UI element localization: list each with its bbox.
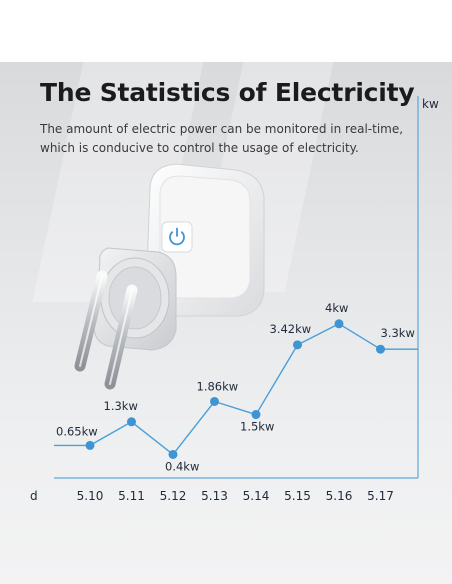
page-title: The Statistics of Electricity	[40, 78, 415, 107]
data-label-5-12: 0.4kw	[165, 459, 199, 473]
data-point-5-14	[251, 410, 261, 420]
y-axis-unit: kw	[422, 97, 439, 111]
x-tick-label-5-15: 5.15	[284, 489, 311, 503]
data-label-5-16: 4kw	[325, 301, 348, 315]
data-label-5-15: 3.42kw	[270, 322, 312, 336]
x-tick-label-5-13: 5.13	[201, 489, 228, 503]
data-point-5-16	[334, 319, 344, 329]
x-tick-label-5-17: 5.17	[367, 489, 394, 503]
power-icon	[169, 227, 185, 246]
data-point-5-13	[210, 396, 219, 406]
x-tick-label-5-12: 5.12	[160, 489, 187, 503]
data-point-5-12	[168, 449, 178, 459]
data-point-5-15	[293, 340, 302, 350]
x-axis-unit: d	[30, 489, 38, 503]
data-label-5-14: 1.5kw	[240, 420, 274, 434]
data-label-5-17: 3.3kw	[381, 326, 415, 340]
subtitle-line-1: The amount of electric power can be moni…	[40, 122, 404, 136]
background-photo	[0, 62, 452, 584]
smart-plug-image	[74, 163, 265, 390]
x-tick-label-5-11: 5.11	[118, 489, 145, 503]
data-label-5-13: 1.86kw	[197, 379, 239, 393]
page-subtitle: The amount of electric power can be moni…	[40, 120, 420, 158]
series-line	[89, 323, 381, 456]
x-tick-label-5-14: 5.14	[243, 489, 270, 503]
data-label-5-10: 0.65kw	[56, 424, 98, 438]
data-point-5-17	[376, 344, 385, 354]
x-tick-label-5-10: 5.10	[77, 489, 104, 503]
subtitle-line-2: which is conducive to control the usage …	[40, 141, 359, 155]
data-label-5-11: 1.3kw	[104, 399, 138, 413]
data-point-5-10	[85, 440, 95, 450]
data-point-5-11	[127, 417, 136, 427]
power-button	[161, 221, 193, 253]
x-tick-label-5-16: 5.16	[326, 489, 353, 503]
